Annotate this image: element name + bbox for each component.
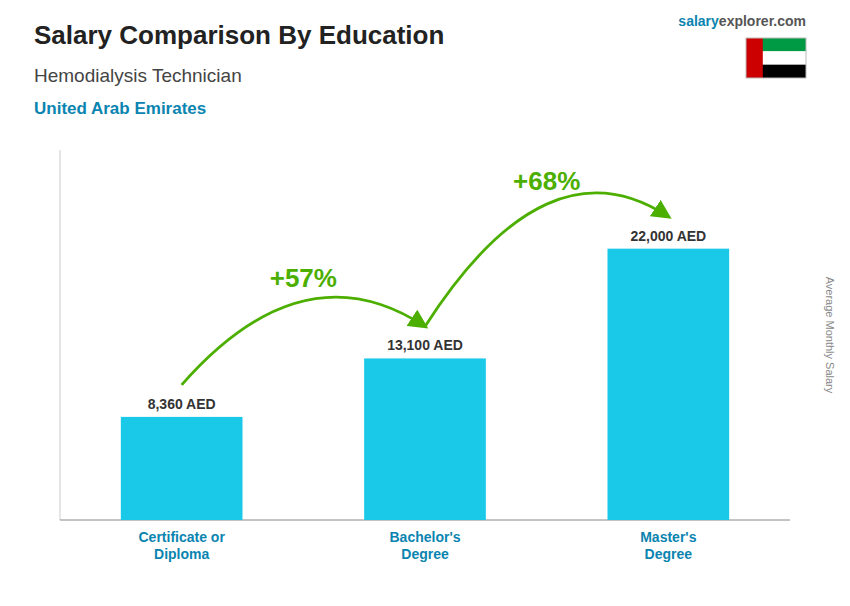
value-label: 22,000 AED	[630, 228, 706, 244]
x-tick-label: Certificate orDiploma	[138, 529, 225, 562]
change-label: +68%	[513, 166, 580, 196]
bar	[608, 249, 730, 520]
flag-border	[746, 38, 806, 78]
subtitle: United Arab Emirates	[34, 99, 206, 118]
change-label: +57%	[270, 263, 337, 293]
subtitle: Hemodialysis Technician	[34, 65, 242, 86]
x-tick-label-line: Certificate or	[138, 529, 225, 545]
x-tick-label-line: Diploma	[154, 546, 209, 562]
bar	[364, 358, 486, 520]
value-label: 8,360 AED	[148, 396, 216, 412]
flag	[746, 38, 806, 78]
watermark-part: explorer.com	[719, 13, 806, 29]
flag-stripe	[746, 38, 763, 78]
bar	[121, 417, 243, 520]
value-label: 13,100 AED	[387, 337, 463, 353]
x-tick-label-line: Bachelor's	[389, 529, 460, 545]
change-arrow	[425, 193, 668, 326]
change-arrow	[182, 297, 425, 385]
x-tick-label: Bachelor'sDegree	[389, 529, 460, 562]
title: Salary Comparison By Education	[34, 20, 444, 50]
x-tick-label-line: Master's	[640, 529, 696, 545]
x-tick-label-line: Degree	[401, 546, 449, 562]
watermark: salaryexplorer.com	[678, 13, 806, 29]
background	[0, 0, 850, 606]
x-tick-label-line: Degree	[645, 546, 693, 562]
watermark-part: salary	[678, 13, 719, 29]
x-tick-label: Master'sDegree	[640, 529, 696, 562]
y-axis-line	[60, 150, 61, 520]
y-axis-label: Average Monthly Salary	[824, 277, 836, 394]
